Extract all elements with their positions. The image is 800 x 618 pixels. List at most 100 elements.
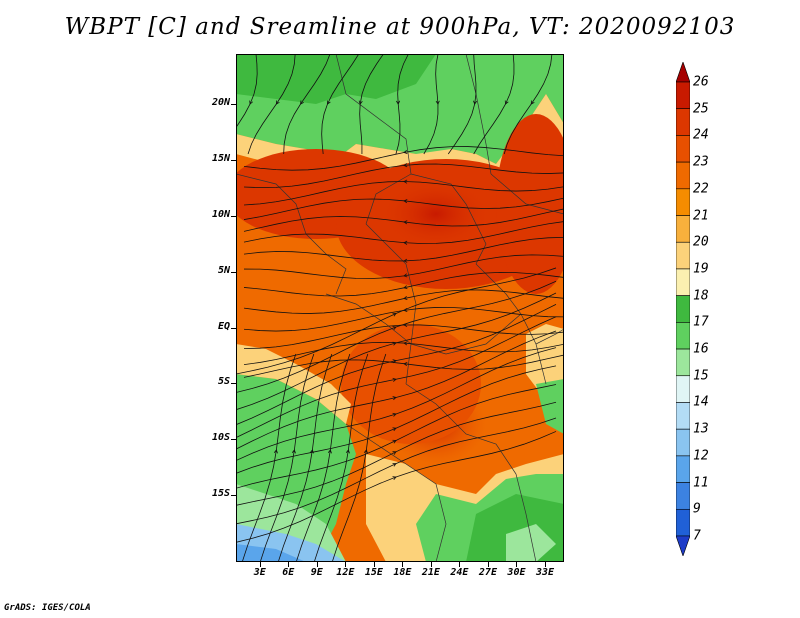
lon-tick-mark	[516, 562, 518, 567]
colorbar-level-label: 25	[693, 101, 709, 117]
colorbar-bin	[676, 402, 690, 430]
map-title: WBPT [C] and Sreamline at 900hPa, VT: 20…	[64, 14, 736, 40]
streamline-arrow	[392, 476, 397, 480]
streamline-arrow	[392, 359, 397, 364]
lon-tick-label: 3E	[253, 567, 266, 578]
colorbar-level-label: 15	[693, 368, 709, 384]
field-east-cool	[536, 379, 564, 434]
wbpt-streamline-map	[236, 54, 564, 562]
streamline-arrow	[392, 462, 397, 467]
colorbar-level-label: 17	[693, 314, 709, 330]
lon-tick-mark	[288, 562, 290, 567]
lat-tick-label: 15N	[211, 153, 230, 165]
lon-tick-mark	[487, 562, 489, 567]
lon-tick-mark	[373, 562, 375, 567]
colorbar-bin	[676, 268, 690, 296]
colorbar-level-label: 12	[693, 448, 709, 464]
streamline	[331, 353, 387, 562]
streamline-arrow	[403, 341, 408, 346]
colorbar	[676, 62, 690, 556]
field-hot-core	[381, 179, 491, 249]
lon-tick-label: 33E	[535, 567, 555, 578]
colorbar-level-label: 19	[693, 261, 709, 277]
streamline-arrow	[392, 451, 397, 455]
grads-credit: GrADS: IGES/COLA	[4, 603, 91, 613]
country-border	[335, 54, 412, 225]
colorbar-bin	[676, 482, 690, 510]
colorbar-level-label: 7	[693, 528, 701, 544]
streamline-arrow	[326, 100, 331, 105]
colorbar-level-label: 21	[693, 208, 709, 224]
streamline-arrow	[403, 179, 408, 184]
colorbar-level-label: 23	[693, 154, 709, 170]
lat-tick-label: 15S	[211, 488, 230, 499]
streamline-arrow	[530, 100, 535, 105]
colorbar-bin	[676, 322, 690, 350]
field-se-cold	[506, 524, 556, 562]
colorbar-level-label: 22	[693, 181, 709, 197]
lon-tick-mark	[459, 562, 461, 567]
streamline-arrow	[392, 412, 397, 417]
streamline-arrow	[403, 199, 408, 204]
colorbar-top-triangle	[676, 62, 690, 83]
streamline-arrow	[396, 100, 401, 105]
streamline-arrow	[345, 449, 350, 454]
lat-tick-label: 10S	[211, 432, 230, 444]
lon-tick-mark	[316, 562, 318, 567]
streamline-arrow	[473, 100, 478, 105]
streamline-arrow	[392, 427, 397, 432]
streamline-arrow	[392, 326, 397, 330]
colorbar-bin	[676, 348, 690, 377]
streamline-arrow	[358, 100, 363, 105]
lon-tick-mark	[402, 562, 404, 567]
country-border	[465, 54, 492, 175]
field-sw-transition	[236, 344, 351, 424]
colorbar-bin	[676, 81, 690, 110]
colorbar-level-label: 18	[693, 288, 709, 304]
streamline-arrow	[392, 377, 397, 382]
streamline-arrow	[435, 100, 440, 105]
streamline	[295, 353, 351, 562]
streamline	[259, 353, 315, 562]
country-border	[490, 173, 564, 215]
colorbar-level-label: 24	[693, 127, 709, 143]
streamline-arrow	[273, 449, 278, 454]
colorbar-level-label: 16	[693, 341, 709, 357]
colorbar-level-label: 14	[693, 394, 709, 410]
lat-tick-label: 5N	[217, 264, 230, 276]
streamline	[241, 353, 297, 562]
streamline-arrow	[392, 396, 397, 401]
lon-tick-label: 15E	[364, 567, 383, 578]
streamline-arrow	[403, 362, 408, 367]
streamlines	[236, 54, 564, 562]
streamline-arrow	[403, 285, 408, 290]
colorbar-level-label: 20	[693, 234, 709, 250]
streamline-arrow	[403, 258, 408, 263]
streamline-arrow	[392, 439, 397, 444]
lon-tick-label: 12E	[336, 567, 355, 578]
lon-tick-mark	[259, 562, 261, 567]
lat-tick-mark	[231, 327, 236, 329]
colorbar-bin	[676, 375, 690, 403]
streamline-arrow	[363, 449, 368, 454]
map-panel	[236, 54, 564, 562]
colorbar-bin	[676, 428, 690, 457]
streamline-arrow	[403, 273, 408, 278]
country-border	[325, 293, 412, 345]
streamline-arrow	[403, 296, 408, 300]
lon-tick-mark	[544, 562, 546, 567]
map-border	[236, 54, 564, 562]
lat-tick-mark	[231, 495, 236, 496]
streamline-arrow	[275, 100, 280, 105]
streamline-arrow	[504, 100, 509, 105]
lat-tick-mark	[231, 104, 236, 106]
country-borders	[236, 54, 564, 562]
colorbar-bin	[676, 455, 690, 483]
streamline-arrow	[300, 100, 304, 105]
streamline-arrow	[392, 312, 397, 317]
colorbar-bin	[676, 108, 690, 136]
streamline	[313, 353, 369, 562]
field-sw-coldest	[236, 544, 306, 562]
streamline-arrow	[403, 150, 408, 155]
streamline-arrow	[392, 341, 397, 346]
